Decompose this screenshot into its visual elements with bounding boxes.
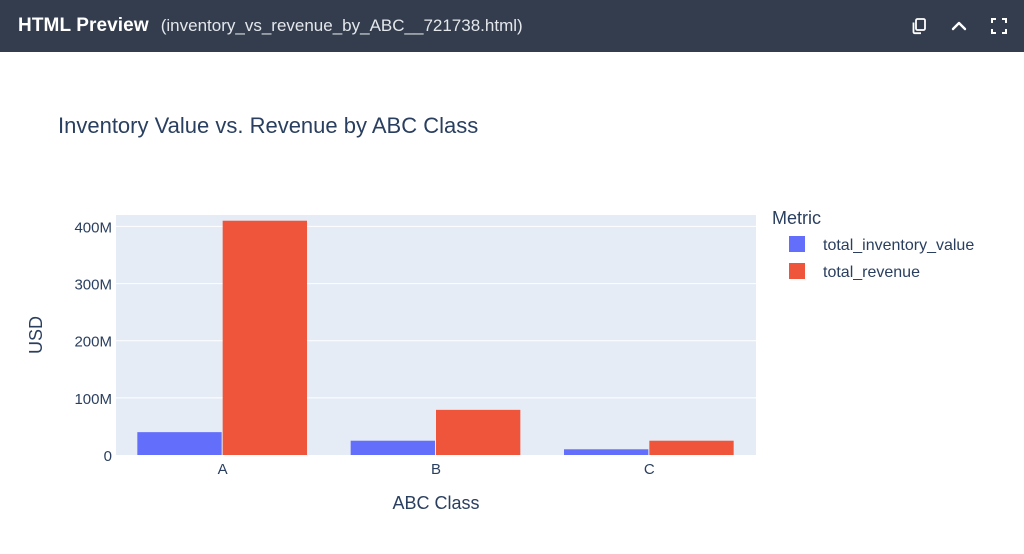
collapse-button[interactable]: [948, 15, 970, 37]
y-tick-label: 100M: [74, 391, 112, 408]
header-actions: [908, 0, 1010, 52]
x-axis-ticks: A B C: [218, 461, 655, 478]
y-tick-label: 0: [104, 448, 112, 465]
x-tick-label: B: [431, 461, 441, 478]
y-tick-label: 400M: [74, 219, 112, 236]
bar-total_revenue-C[interactable]: [649, 440, 734, 455]
fullscreen-icon: [991, 18, 1007, 34]
x-tick-label: A: [218, 461, 228, 478]
y-tick-label: 200M: [74, 334, 112, 351]
bar-chart: Inventory Value vs. Revenue by ABC Class…: [26, 113, 974, 513]
chart-area: Inventory Value vs. Revenue by ABC Class…: [0, 52, 1024, 549]
fullscreen-button[interactable]: [988, 15, 1010, 37]
preview-header: HTML Preview (inventory_vs_revenue_by_AB…: [0, 0, 1024, 52]
bar-total_inventory_value-A[interactable]: [137, 432, 222, 455]
copy-button[interactable]: [908, 15, 930, 37]
bar-total_inventory_value-C[interactable]: [564, 449, 649, 455]
chart-title: Inventory Value vs. Revenue by ABC Class: [58, 113, 478, 138]
legend-swatch[interactable]: [789, 236, 805, 252]
legend-swatch[interactable]: [789, 263, 805, 279]
y-axis-ticks: 0 100M 200M 300M 400M: [74, 219, 112, 465]
legend-item-label[interactable]: total_inventory_value: [823, 237, 974, 254]
y-axis-label: USD: [26, 316, 46, 354]
x-axis-label: ABC Class: [392, 493, 479, 513]
copy-icon: [912, 18, 926, 35]
y-tick-label: 300M: [74, 277, 112, 294]
collapse-icon: [951, 21, 967, 31]
bar-total_revenue-A[interactable]: [222, 220, 307, 455]
bar-total_inventory_value-B[interactable]: [350, 440, 435, 455]
file-name: (inventory_vs_revenue_by_ABC__721738.htm…: [160, 16, 523, 35]
legend-item-label[interactable]: total_revenue: [823, 264, 920, 281]
bar-total_revenue-B[interactable]: [436, 409, 521, 455]
window-title: HTML Preview: [18, 15, 149, 36]
legend-title: Metric: [772, 208, 821, 228]
legend: Metric total_inventory_value total_revenu…: [772, 208, 974, 281]
x-tick-label: C: [644, 461, 655, 478]
bars: [137, 220, 734, 455]
